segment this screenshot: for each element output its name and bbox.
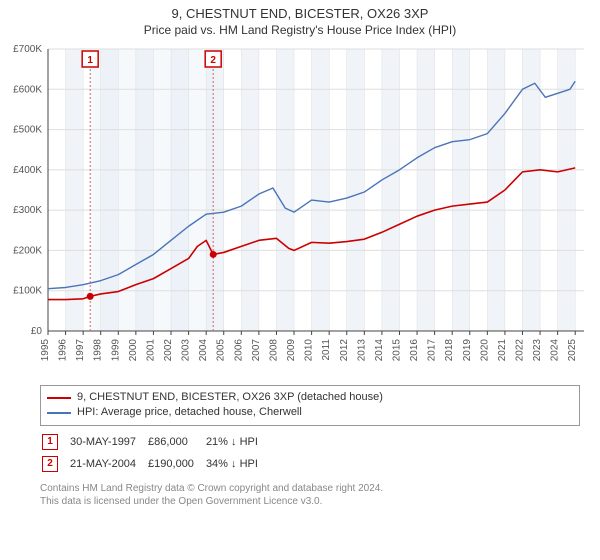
title-main: 9, CHESTNUT END, BICESTER, OX26 3XP — [0, 6, 600, 21]
marker-row: 1 30-MAY-1997 £86,000 21% ↓ HPI — [42, 432, 268, 452]
svg-text:2013: 2013 — [356, 339, 367, 362]
svg-text:2000: 2000 — [128, 339, 139, 362]
svg-text:2023: 2023 — [532, 339, 543, 362]
legend-row-property: 9, CHESTNUT END, BICESTER, OX26 3XP (det… — [47, 390, 573, 405]
title-sub: Price paid vs. HM Land Registry's House … — [0, 23, 600, 37]
marker-badge-2: 2 — [42, 456, 58, 472]
chart-svg: £0 £100K £200K £300K £400K £500K £600K £700K 199… — [0, 39, 600, 379]
marker-date: 21-MAY-2004 — [70, 454, 146, 474]
marker-badge-1: 1 — [42, 434, 58, 450]
svg-text:2005: 2005 — [216, 339, 227, 362]
svg-text:2004: 2004 — [198, 339, 209, 362]
marker-price: £190,000 — [148, 454, 204, 474]
svg-text:2015: 2015 — [391, 339, 402, 362]
legend: 9, CHESTNUT END, BICESTER, OX26 3XP (det… — [40, 385, 580, 426]
legend-row-hpi: HPI: Average price, detached house, Cher… — [47, 405, 573, 420]
svg-text:2003: 2003 — [181, 339, 192, 362]
svg-text:1996: 1996 — [58, 339, 69, 362]
svg-text:2025: 2025 — [567, 339, 578, 362]
svg-text:£0: £0 — [31, 326, 43, 337]
marker-table: 1 30-MAY-1997 £86,000 21% ↓ HPI 2 21-MAY… — [40, 430, 270, 476]
svg-text:2009: 2009 — [286, 339, 297, 362]
svg-text:2011: 2011 — [321, 339, 332, 361]
svg-text:2019: 2019 — [462, 339, 473, 362]
marker-price: £86,000 — [148, 432, 204, 452]
footer-line1: Contains HM Land Registry data © Crown c… — [40, 482, 580, 495]
svg-text:1995: 1995 — [40, 339, 51, 362]
marker-delta: 21% ↓ HPI — [206, 432, 268, 452]
svg-text:2016: 2016 — [409, 339, 420, 362]
legend-swatch-hpi — [47, 412, 71, 414]
svg-text:2024: 2024 — [550, 339, 561, 362]
legend-label-property: 9, CHESTNUT END, BICESTER, OX26 3XP (det… — [77, 390, 383, 405]
svg-text:2: 2 — [210, 55, 216, 66]
svg-text:2018: 2018 — [444, 339, 455, 362]
svg-text:2006: 2006 — [233, 339, 244, 362]
svg-text:2021: 2021 — [497, 339, 508, 362]
svg-text:2020: 2020 — [479, 339, 490, 362]
marker-delta: 34% ↓ HPI — [206, 454, 268, 474]
svg-text:1998: 1998 — [93, 339, 104, 362]
svg-text:2001: 2001 — [145, 339, 156, 362]
legend-swatch-property — [47, 397, 71, 399]
legend-label-hpi: HPI: Average price, detached house, Cher… — [77, 405, 302, 420]
marker-date: 30-MAY-1997 — [70, 432, 146, 452]
svg-text:£100K: £100K — [13, 286, 42, 297]
marker-row: 2 21-MAY-2004 £190,000 34% ↓ HPI — [42, 454, 268, 474]
svg-text:£700K: £700K — [13, 44, 42, 55]
svg-text:£400K: £400K — [13, 165, 42, 176]
svg-text:2007: 2007 — [251, 339, 262, 362]
svg-text:2022: 2022 — [514, 339, 525, 362]
svg-text:£600K: £600K — [13, 84, 42, 95]
svg-text:2014: 2014 — [374, 339, 385, 362]
svg-text:1997: 1997 — [75, 339, 86, 362]
footer-line2: This data is licensed under the Open Gov… — [40, 495, 580, 508]
svg-text:2010: 2010 — [304, 339, 315, 362]
svg-text:£200K: £200K — [13, 245, 42, 256]
footer-note: Contains HM Land Registry data © Crown c… — [40, 482, 580, 508]
svg-text:1: 1 — [87, 55, 93, 66]
svg-text:2012: 2012 — [339, 339, 350, 362]
svg-text:£300K: £300K — [13, 205, 42, 216]
chart-titles: 9, CHESTNUT END, BICESTER, OX26 3XP Pric… — [0, 0, 600, 39]
svg-text:2002: 2002 — [163, 339, 174, 362]
svg-text:2017: 2017 — [427, 339, 438, 362]
svg-text:£500K: £500K — [13, 125, 42, 136]
chart-area: £0 £100K £200K £300K £400K £500K £600K £700K 199… — [0, 39, 600, 379]
svg-text:2008: 2008 — [268, 339, 279, 362]
svg-text:1999: 1999 — [110, 339, 121, 362]
